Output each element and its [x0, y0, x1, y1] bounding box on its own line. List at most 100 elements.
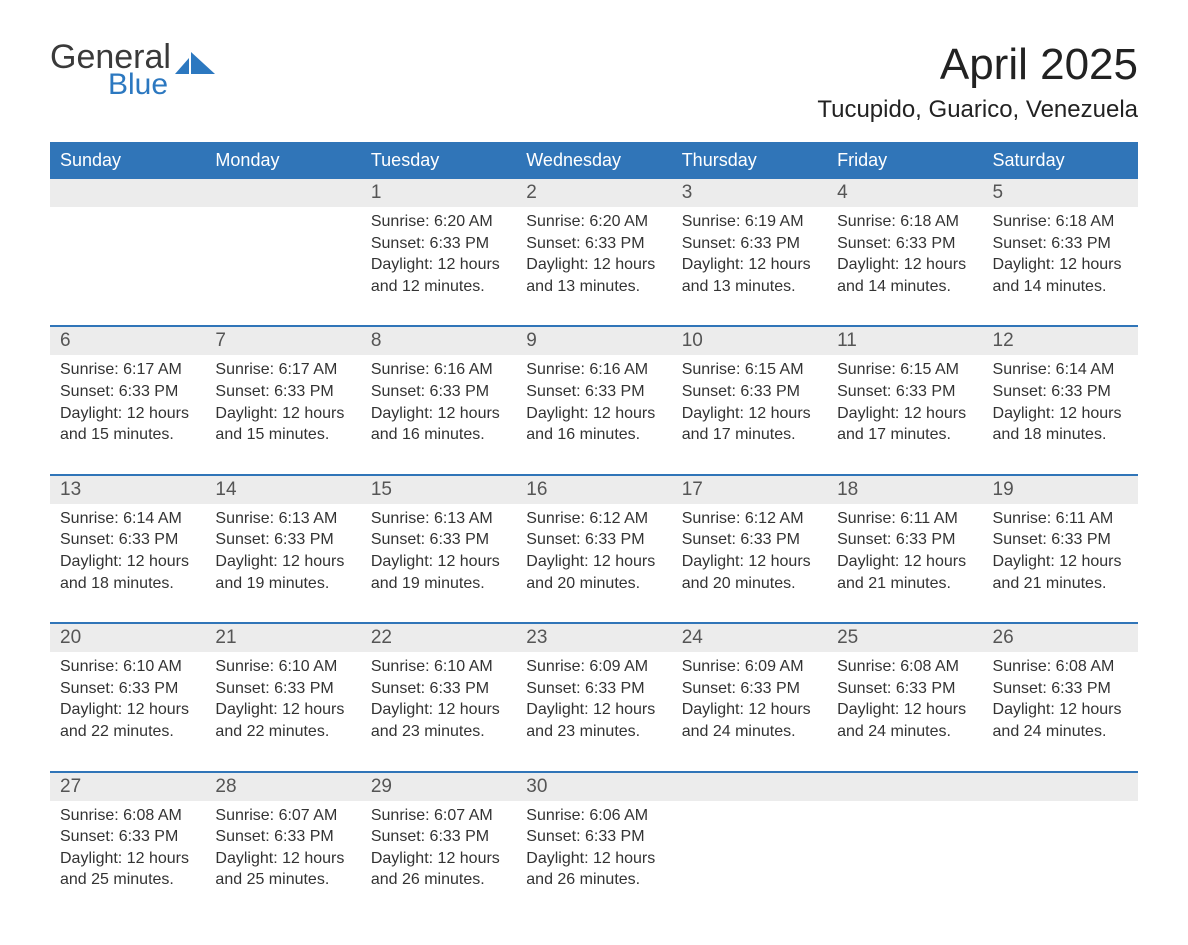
- day-header: Thursday: [672, 142, 827, 179]
- day-number: 17: [672, 476, 827, 504]
- day-body: Sunrise: 6:09 AMSunset: 6:33 PMDaylight:…: [672, 652, 827, 756]
- sunrise-text: Sunrise: 6:10 AM: [60, 656, 195, 678]
- daylight-text: Daylight: 12 hours and 16 minutes.: [371, 403, 506, 446]
- daylight-text: Daylight: 12 hours and 18 minutes.: [993, 403, 1128, 446]
- day-number: 23: [516, 624, 671, 652]
- sunset-text: Sunset: 6:33 PM: [215, 678, 350, 700]
- sunset-text: Sunset: 6:33 PM: [682, 529, 817, 551]
- sunrise-text: Sunrise: 6:17 AM: [215, 359, 350, 381]
- sunrise-text: Sunrise: 6:15 AM: [837, 359, 972, 381]
- title-block: April 2025 Tucupido, Guarico, Venezuela: [817, 40, 1138, 124]
- daylight-text: Daylight: 12 hours and 15 minutes.: [60, 403, 195, 446]
- sunset-text: Sunset: 6:33 PM: [682, 678, 817, 700]
- sunset-text: Sunset: 6:33 PM: [993, 678, 1128, 700]
- day-number: 28: [205, 773, 360, 801]
- sunset-text: Sunset: 6:33 PM: [526, 826, 661, 848]
- day-body: Sunrise: 6:13 AMSunset: 6:33 PMDaylight:…: [361, 504, 516, 608]
- day-body: Sunrise: 6:13 AMSunset: 6:33 PMDaylight:…: [205, 504, 360, 608]
- day-header: Monday: [205, 142, 360, 179]
- day-number: 24: [672, 624, 827, 652]
- day-body: [205, 207, 360, 311]
- day-header: Sunday: [50, 142, 205, 179]
- month-title: April 2025: [817, 40, 1138, 90]
- day-number: 7: [205, 327, 360, 355]
- day-body: [672, 801, 827, 905]
- day-body: Sunrise: 6:19 AMSunset: 6:33 PMDaylight:…: [672, 207, 827, 311]
- day-body: Sunrise: 6:10 AMSunset: 6:33 PMDaylight:…: [205, 652, 360, 756]
- daylight-text: Daylight: 12 hours and 22 minutes.: [60, 699, 195, 742]
- daylight-text: Daylight: 12 hours and 23 minutes.: [371, 699, 506, 742]
- day-body: Sunrise: 6:17 AMSunset: 6:33 PMDaylight:…: [50, 355, 205, 459]
- logo: General Blue: [50, 40, 215, 100]
- day-header: Tuesday: [361, 142, 516, 179]
- day-number: 26: [983, 624, 1138, 652]
- sunset-text: Sunset: 6:33 PM: [837, 529, 972, 551]
- daylight-text: Daylight: 12 hours and 14 minutes.: [837, 254, 972, 297]
- day-body: [983, 801, 1138, 905]
- sunset-text: Sunset: 6:33 PM: [682, 381, 817, 403]
- day-number: 30: [516, 773, 671, 801]
- daylight-text: Daylight: 12 hours and 21 minutes.: [993, 551, 1128, 594]
- daylight-text: Daylight: 12 hours and 20 minutes.: [682, 551, 817, 594]
- sunrise-text: Sunrise: 6:20 AM: [371, 211, 506, 233]
- sunset-text: Sunset: 6:33 PM: [993, 381, 1128, 403]
- day-body: Sunrise: 6:06 AMSunset: 6:33 PMDaylight:…: [516, 801, 671, 905]
- day-number: 29: [361, 773, 516, 801]
- day-number: 16: [516, 476, 671, 504]
- page-header: General Blue April 2025 Tucupido, Guaric…: [50, 40, 1138, 124]
- daylight-text: Daylight: 12 hours and 26 minutes.: [526, 848, 661, 891]
- day-number: 13: [50, 476, 205, 504]
- day-body: Sunrise: 6:20 AMSunset: 6:33 PMDaylight:…: [361, 207, 516, 311]
- day-number: 10: [672, 327, 827, 355]
- sunrise-text: Sunrise: 6:09 AM: [526, 656, 661, 678]
- sunrise-text: Sunrise: 6:08 AM: [837, 656, 972, 678]
- day-number: 3: [672, 179, 827, 207]
- day-body: Sunrise: 6:16 AMSunset: 6:33 PMDaylight:…: [361, 355, 516, 459]
- week-row: 13141516171819Sunrise: 6:14 AMSunset: 6:…: [50, 474, 1138, 608]
- sunrise-text: Sunrise: 6:13 AM: [371, 508, 506, 530]
- day-number: 11: [827, 327, 982, 355]
- daylight-text: Daylight: 12 hours and 16 minutes.: [526, 403, 661, 446]
- daylight-text: Daylight: 12 hours and 26 minutes.: [371, 848, 506, 891]
- daylight-text: Daylight: 12 hours and 22 minutes.: [215, 699, 350, 742]
- day-body: Sunrise: 6:14 AMSunset: 6:33 PMDaylight:…: [983, 355, 1138, 459]
- day-body: Sunrise: 6:20 AMSunset: 6:33 PMDaylight:…: [516, 207, 671, 311]
- sunset-text: Sunset: 6:33 PM: [526, 381, 661, 403]
- logo-flag-icon: [175, 46, 215, 68]
- sunset-text: Sunset: 6:33 PM: [837, 678, 972, 700]
- sunset-text: Sunset: 6:33 PM: [526, 678, 661, 700]
- sunrise-text: Sunrise: 6:10 AM: [371, 656, 506, 678]
- sunrise-text: Sunrise: 6:11 AM: [993, 508, 1128, 530]
- daylight-text: Daylight: 12 hours and 24 minutes.: [682, 699, 817, 742]
- sunset-text: Sunset: 6:33 PM: [526, 529, 661, 551]
- day-number: 2: [516, 179, 671, 207]
- sunset-text: Sunset: 6:33 PM: [526, 233, 661, 255]
- day-body: Sunrise: 6:10 AMSunset: 6:33 PMDaylight:…: [50, 652, 205, 756]
- sunset-text: Sunset: 6:33 PM: [60, 826, 195, 848]
- daynum-row: 6789101112: [50, 327, 1138, 355]
- location-text: Tucupido, Guarico, Venezuela: [817, 96, 1138, 124]
- daynum-row: 27282930: [50, 773, 1138, 801]
- sunrise-text: Sunrise: 6:10 AM: [215, 656, 350, 678]
- day-body: Sunrise: 6:09 AMSunset: 6:33 PMDaylight:…: [516, 652, 671, 756]
- day-header-row: SundayMondayTuesdayWednesdayThursdayFrid…: [50, 142, 1138, 179]
- week-row: 12345Sunrise: 6:20 AMSunset: 6:33 PMDayl…: [50, 179, 1138, 311]
- sunrise-text: Sunrise: 6:08 AM: [993, 656, 1128, 678]
- daylight-text: Daylight: 12 hours and 17 minutes.: [682, 403, 817, 446]
- sunrise-text: Sunrise: 6:07 AM: [371, 805, 506, 827]
- day-number: 12: [983, 327, 1138, 355]
- day-number: 27: [50, 773, 205, 801]
- sunset-text: Sunset: 6:33 PM: [371, 826, 506, 848]
- sunrise-text: Sunrise: 6:19 AM: [682, 211, 817, 233]
- sunset-text: Sunset: 6:33 PM: [993, 233, 1128, 255]
- day-number: 9: [516, 327, 671, 355]
- sunrise-text: Sunrise: 6:06 AM: [526, 805, 661, 827]
- day-body: Sunrise: 6:15 AMSunset: 6:33 PMDaylight:…: [672, 355, 827, 459]
- day-body: Sunrise: 6:08 AMSunset: 6:33 PMDaylight:…: [983, 652, 1138, 756]
- sunset-text: Sunset: 6:33 PM: [837, 381, 972, 403]
- sunset-text: Sunset: 6:33 PM: [60, 678, 195, 700]
- day-number: [672, 773, 827, 801]
- sunset-text: Sunset: 6:33 PM: [60, 381, 195, 403]
- daylight-text: Daylight: 12 hours and 19 minutes.: [215, 551, 350, 594]
- calendar: SundayMondayTuesdayWednesdayThursdayFrid…: [50, 142, 1138, 905]
